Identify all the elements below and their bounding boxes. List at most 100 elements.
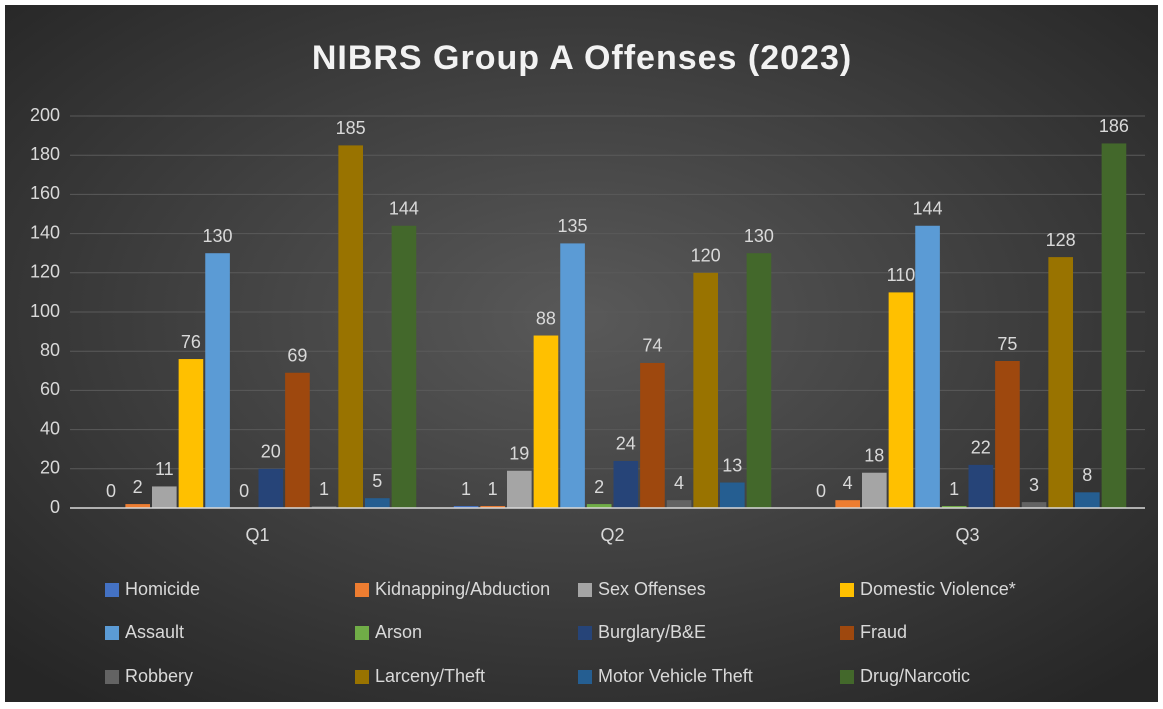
legend-label: Sex Offenses [598,579,706,599]
data-label: 74 [642,336,662,356]
bar [1048,257,1073,508]
legend-swatch [105,583,119,597]
data-label: 1 [949,479,959,499]
data-label: 185 [336,118,366,138]
bar [941,506,967,508]
data-label: 24 [616,434,636,454]
bar [1021,502,1047,508]
legend-swatch [355,583,369,597]
bar [720,482,745,508]
legend-label: Larceny/Theft [375,666,485,686]
data-label: 120 [691,246,721,266]
data-label: 5 [372,471,382,491]
legend-label: Domestic Violence* [860,579,1016,599]
data-label: 1 [319,479,329,499]
bar [915,225,940,508]
legend-swatch [578,583,592,597]
data-label: 130 [744,226,774,246]
data-label: 110 [887,265,916,285]
data-label: 144 [389,199,419,219]
y-tick-label: 180 [30,144,60,164]
bar [507,470,532,508]
bar [693,272,718,508]
legend-label: Fraud [860,622,907,642]
bar [285,372,310,508]
data-label: 13 [722,455,742,475]
data-label: 0 [106,481,116,501]
bar [453,506,479,508]
data-label: 18 [864,445,884,465]
data-label: 128 [1046,230,1076,250]
data-label: 144 [913,199,943,219]
data-label: 186 [1099,116,1129,136]
bar [178,359,204,508]
y-tick-label: 80 [40,340,60,360]
y-tick-label: 40 [40,418,60,438]
data-label: 0 [239,481,249,501]
legend-label: Burglary/B&E [598,622,706,642]
legend-swatch [840,626,854,640]
data-label: 1 [461,479,471,499]
data-label: 19 [509,444,529,464]
data-label: 76 [181,332,201,352]
legend-swatch [105,626,119,640]
bar [152,486,177,508]
bar [311,506,337,508]
legend-label: Homicide [125,579,200,599]
data-label: 22 [971,438,991,458]
x-tick-label: Q3 [955,525,979,545]
bar [862,472,887,508]
legend-label: Assault [125,622,184,642]
legend-swatch [578,626,592,640]
bar [586,504,612,508]
legend-label: Arson [375,622,422,642]
legend-label: Robbery [125,666,193,686]
data-label: 69 [287,346,307,366]
bar [391,225,417,508]
legend-swatch [105,670,119,684]
chart-title: NIBRS Group A Offenses (2023) [312,39,852,77]
bar [746,253,772,508]
bar [205,253,230,508]
data-label: 88 [536,308,556,328]
y-tick-label: 20 [40,458,60,478]
y-tick-label: 200 [30,105,60,125]
legend-swatch [355,670,369,684]
legend-swatch [578,670,592,684]
y-tick-label: 60 [40,379,60,399]
bar [338,145,363,508]
y-tick-label: 0 [50,497,60,517]
legend-label: Kidnapping/Abduction [375,579,550,599]
data-label: 75 [997,334,1017,354]
x-tick-label: Q2 [600,525,624,545]
data-label: 11 [155,459,174,479]
bar [613,460,639,508]
bar [1075,492,1100,508]
data-label: 2 [594,477,604,497]
bar [835,500,860,508]
legend-swatch [840,670,854,684]
legend-swatch [355,626,369,640]
bar [640,362,665,508]
y-tick-label: 100 [30,301,60,321]
y-tick-label: 160 [30,183,60,203]
bar [560,243,585,508]
legend-swatch [840,583,854,597]
data-label: 4 [843,473,853,493]
data-label: 1 [488,479,498,499]
legend-label: Drug/Narcotic [860,666,970,686]
bar [480,506,505,508]
x-tick-label: Q1 [245,525,269,545]
bar [968,464,994,508]
y-tick-label: 140 [30,222,60,242]
data-label: 20 [261,442,281,462]
data-label: 4 [674,473,684,493]
y-tick-label: 120 [30,262,60,282]
bar [533,335,559,508]
data-label: 2 [133,477,143,497]
bar [125,504,150,508]
data-label: 130 [203,226,233,246]
bar [666,500,692,508]
